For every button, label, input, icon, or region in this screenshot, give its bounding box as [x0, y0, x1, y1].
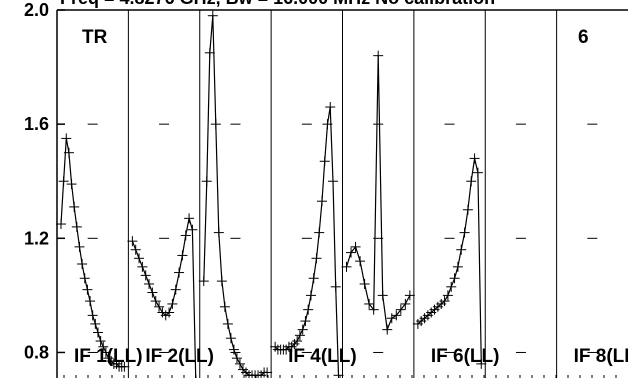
corner-label-right: 6 [578, 27, 589, 48]
series-line [274, 106, 340, 376]
y-tick-label: 2.0 [24, 0, 49, 20]
panel-label: IF 6(LL) [431, 346, 500, 367]
y-tick-label: 0.8 [24, 342, 49, 362]
y-tick-label: 1.6 [24, 114, 49, 134]
panel-label: IF 1(LL) [74, 346, 143, 367]
series-line [60, 138, 125, 368]
series-line [131, 218, 197, 378]
y-axis-ticks: 0.8 1.2 1.6 2.0 [24, 0, 65, 362]
data-series [56, 10, 487, 378]
panel-label: IF 8(LL) [574, 346, 628, 367]
panel-labels: IF 1(LL)IF 2(LL) IF 4(LL) IF 6(LL) IF 8(LL) [74, 346, 628, 367]
panel-label: IF 4(LL) [288, 346, 357, 367]
chart-title: Freq = 4.8276 GHz, Bw = 16.000 MHz No ca… [60, 0, 495, 8]
panel-label: IF 2(LL) [145, 346, 214, 367]
panel-grid [63, 9, 617, 378]
series-line [203, 15, 268, 376]
series-line [417, 158, 482, 364]
corner-label-left: TR [82, 27, 108, 48]
y-tick-label: 1.2 [24, 228, 49, 248]
series-line [345, 55, 411, 332]
